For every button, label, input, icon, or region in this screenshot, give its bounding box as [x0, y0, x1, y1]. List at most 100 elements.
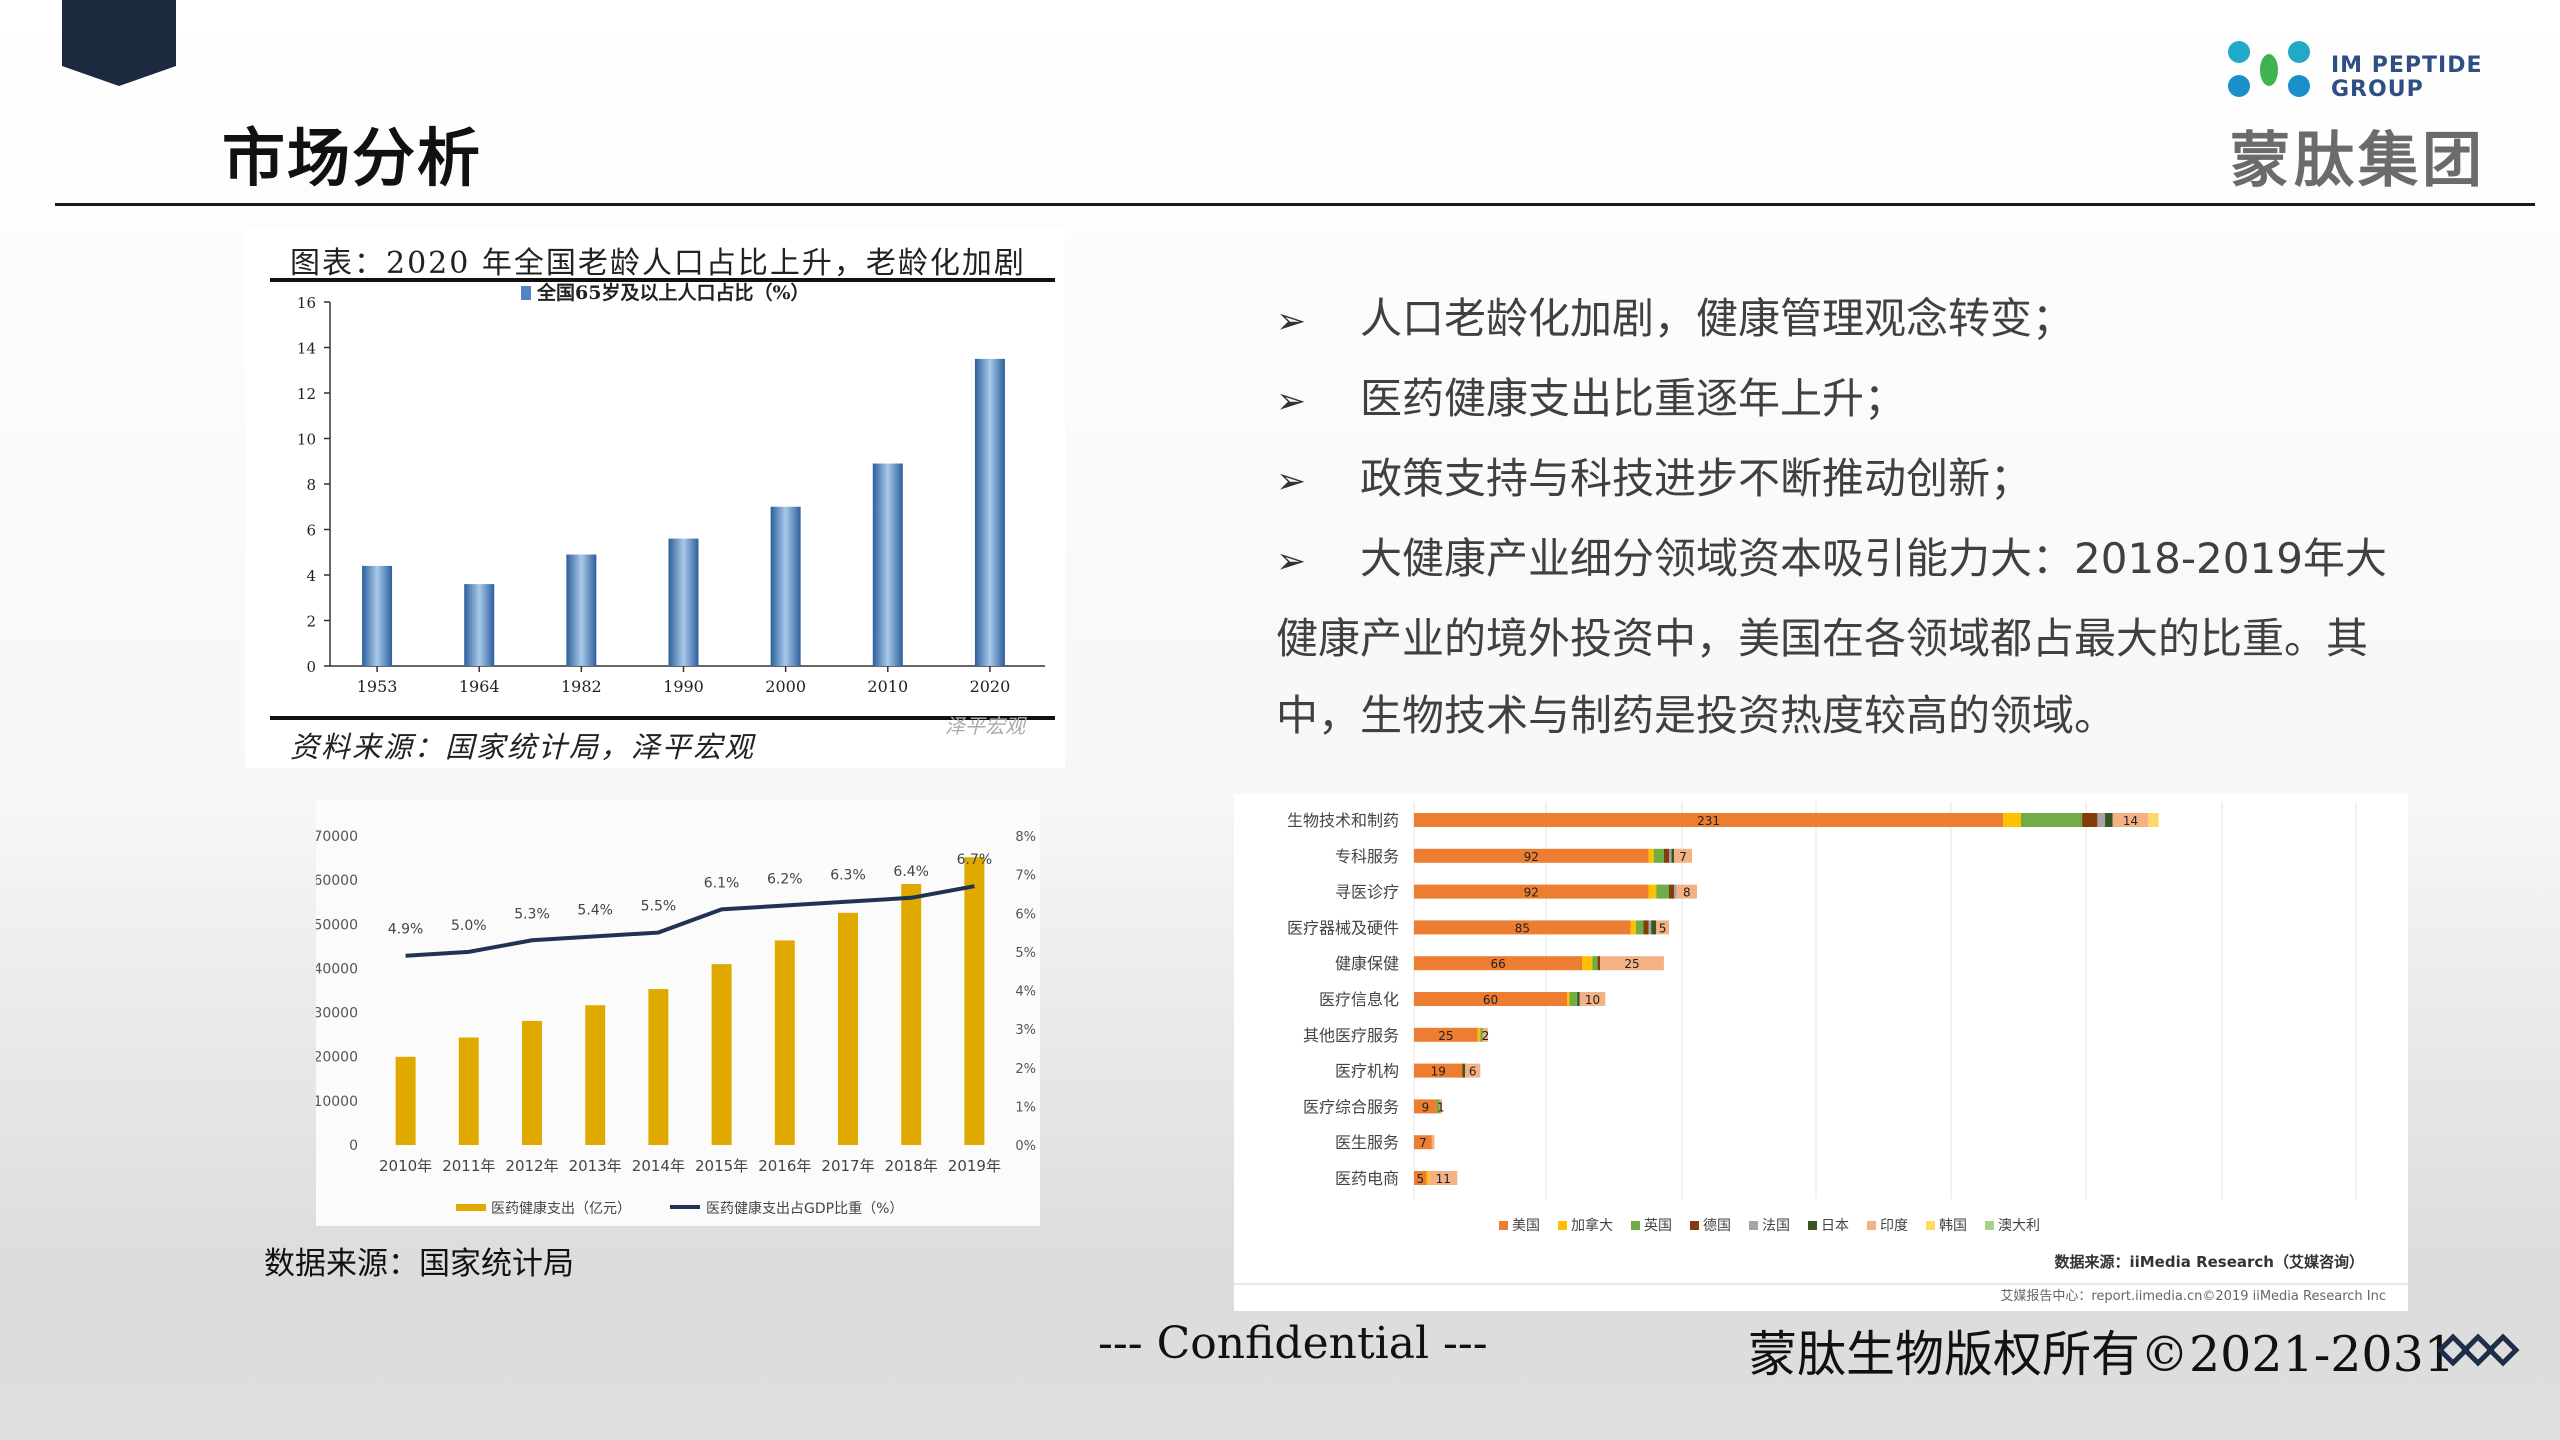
category-label: 其他医疗服务 — [1303, 1026, 1399, 1045]
health-expenditure-plot: 0 10000 20000 30000 40000 50000 60000 70000 0% 1%… — [316, 829, 1036, 1217]
chart-source: 资料来源：国家统计局，泽平宏观 — [290, 730, 756, 764]
data-label: 85 — [1515, 921, 1530, 935]
data-label: 231 — [1697, 814, 1720, 828]
category-label: 生物技术和制药 — [1287, 811, 1399, 830]
chart-top-rule — [270, 278, 1055, 282]
legend-swatch — [1499, 1221, 1508, 1230]
y-tick-label: 4 — [306, 567, 316, 585]
bar-segment — [2112, 813, 2149, 827]
legend-swatch — [1690, 1221, 1699, 1230]
bar-segment — [1592, 956, 1598, 971]
data-label: 5.0% — [451, 918, 487, 934]
series-line — [405, 884, 975, 958]
legend-label: 德国 — [1703, 1218, 1731, 1234]
data-label: 6 — [1469, 1065, 1477, 1079]
bar-segment — [1569, 992, 1578, 1006]
y-right-tick-label: 3% — [1015, 1023, 1036, 1038]
y-tick-label: 12 — [297, 385, 316, 403]
data-label: 60 — [1483, 993, 1498, 1007]
x-tick-label: 2012年 — [505, 1157, 558, 1175]
bullet-item: ➢ 医药健康支出比重逐年上升； — [1276, 360, 2416, 440]
elderly-population-plot: 0 2 4 6 8 10 12 14 16 全国65岁及以上人口占比（%） 1953 1964 1982… — [297, 282, 1045, 696]
bar — [522, 1020, 542, 1145]
data-label: 6.4% — [893, 864, 929, 880]
bar-segment — [2097, 813, 2106, 827]
bar-segment — [1414, 1171, 1427, 1185]
bar — [838, 912, 858, 1145]
y-right-tick-label: 1% — [1015, 1100, 1036, 1115]
bar-segment — [1426, 1171, 1430, 1185]
x-tick-label: 2013年 — [569, 1157, 622, 1175]
bar-segment — [1577, 992, 1580, 1006]
legend-label: 医药健康支出（亿元） — [491, 1200, 631, 1217]
health-expenditure-chart: 0 10000 20000 30000 40000 50000 60000 70000 0% 1%… — [316, 800, 1040, 1226]
data-label: 5.4% — [577, 902, 613, 918]
y-tick-label: 8 — [306, 476, 316, 494]
bar — [585, 1005, 606, 1145]
bar-segment — [2105, 813, 2113, 827]
legend-label: 韩国 — [1939, 1218, 1967, 1234]
legend-swatch — [521, 286, 531, 300]
legend-swatch — [1631, 1221, 1640, 1230]
category-label: 专科服务 — [1335, 847, 1399, 866]
title-divider — [55, 203, 2535, 206]
bar-segment — [1674, 848, 1692, 863]
bar — [362, 565, 393, 666]
category-label: 医生服务 — [1335, 1133, 1399, 1152]
bar-segment — [1643, 920, 1649, 935]
y-left-tick-label: 70000 — [316, 829, 358, 845]
key-points-list: ➢ 人口老龄化加剧，健康管理观念转变； ➢ 医药健康支出比重逐年上升； ➢ 政策支持与… — [1276, 280, 2416, 754]
bar-segment — [1674, 884, 1677, 899]
y-left-tick-label: 30000 — [316, 1006, 358, 1022]
bullet-item: ➢ 人口老龄化加剧，健康管理观念转变； — [1276, 280, 2416, 360]
bar-segment — [1436, 1099, 1440, 1114]
category-label: 健康保健 — [1335, 954, 1399, 973]
data-label: 66 — [1491, 957, 1506, 971]
data-label: 1 — [1437, 1100, 1445, 1114]
x-tick-label: 2020 — [970, 677, 1011, 696]
y-right-tick-label: 4% — [1015, 985, 1036, 1000]
confidential-label: --- Confidential --- — [1098, 1318, 1488, 1369]
arrow-bullet-icon: ➢ — [1276, 381, 1307, 422]
bar-segment — [1414, 884, 1649, 899]
x-tick-label: 2014年 — [632, 1157, 685, 1175]
data-label: 8 — [1683, 886, 1691, 900]
data-label: 7 — [1419, 1136, 1427, 1150]
arrow-bullet-icon: ➢ — [1276, 461, 1307, 502]
bar-segment — [1414, 992, 1567, 1006]
x-tick-label: 1990 — [663, 677, 704, 696]
x-tick-label: 2000 — [765, 677, 806, 696]
bar-segment — [1414, 813, 2004, 827]
data-label: 6.3% — [830, 868, 866, 884]
data-label: 6.1% — [704, 875, 740, 891]
x-tick-label: 2015年 — [695, 1157, 748, 1175]
legend-swatch — [670, 1205, 700, 1209]
y-left-tick-label: 0 — [349, 1138, 358, 1154]
x-tick-label: 2017年 — [821, 1157, 874, 1175]
logo-mark-icon — [2228, 41, 2310, 97]
page-title: 市场分析 — [222, 122, 482, 195]
bar-segment — [1651, 920, 1657, 935]
bar — [964, 857, 985, 1145]
x-tick-label: 2010年 — [379, 1157, 432, 1175]
legend-label: 法国 — [1762, 1218, 1790, 1234]
y-right-tick-label: 8% — [1015, 830, 1036, 845]
y-left-tick-label: 40000 — [316, 961, 358, 977]
diamond-chain-icon — [2436, 1333, 2520, 1367]
x-tick-label: 1982 — [561, 677, 602, 696]
bar-segment — [1648, 920, 1652, 935]
bar-segment — [2020, 813, 2083, 827]
legend-label: 全国65岁及以上人口占比（%） — [536, 282, 810, 304]
bar-segment — [1630, 920, 1636, 935]
bar-segment — [1414, 920, 1631, 935]
category-label: 医疗机构 — [1335, 1062, 1399, 1081]
bar-segment — [1582, 956, 1593, 971]
bar-segment — [1431, 1135, 1435, 1150]
y-tick-label: 0 — [306, 658, 316, 676]
chart-title: 图表：2020 年全国老龄人口占比上升，老龄化加剧 — [290, 246, 1026, 281]
bar — [648, 989, 669, 1145]
category-label: 医疗综合服务 — [1303, 1097, 1399, 1116]
y-tick-label: 10 — [297, 431, 316, 449]
bar — [395, 1056, 416, 1145]
